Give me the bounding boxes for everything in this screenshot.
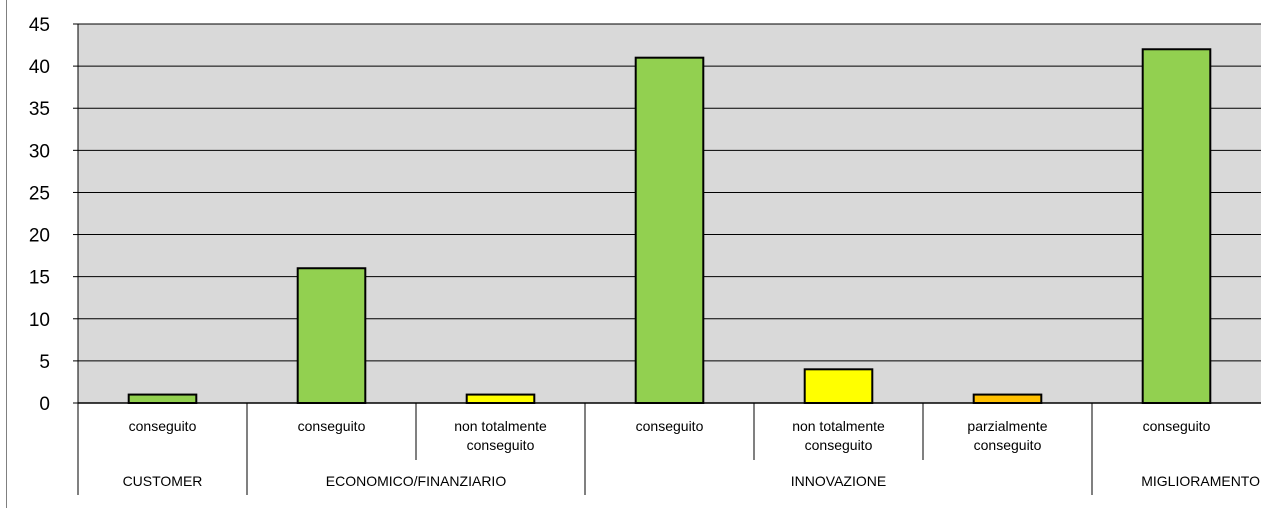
bars [127, 48, 1212, 405]
x-category-label-line: conseguito [298, 418, 366, 434]
x-group-labels: CUSTOMER ECONOMICO/FINANZIARIO INNOVAZIONE… [123, 473, 1261, 489]
x-category-label-line: conseguito [805, 437, 873, 453]
y-tick-label: 45 [29, 15, 50, 36]
axes [77, 24, 1261, 495]
x-category-label: conseguito [1143, 418, 1211, 434]
x-category-label-line: conseguito [974, 437, 1042, 453]
y-axis-ticks: 0 5 10 15 20 25 30 35 40 45 [29, 15, 78, 415]
x-category-label: conseguito [129, 418, 197, 434]
x-category-label: conseguito [636, 418, 704, 434]
x-category-label-line: conseguito [1143, 418, 1211, 434]
y-tick-label: 30 [29, 141, 50, 162]
bar-1 [127, 393, 198, 405]
x-category-label-line: parzialmente [967, 418, 1047, 434]
y-tick-label: 5 [39, 352, 50, 373]
x-category-label: conseguito [298, 418, 366, 434]
y-tick-label: 15 [29, 268, 50, 289]
x-category-label: non totalmente conseguito [454, 418, 547, 453]
bar-2 [296, 267, 367, 404]
x-category-label-line: conseguito [636, 418, 704, 434]
x-category-labels: conseguito conseguito non totalmente conseg… [129, 418, 1211, 453]
y-tick-label: 20 [29, 226, 50, 247]
x-group-label: CUSTOMER [123, 473, 203, 489]
bar-4 [634, 56, 705, 404]
y-tick-label: 0 [39, 394, 50, 415]
y-tick-label: 25 [29, 183, 50, 204]
bar-7 [1141, 48, 1212, 405]
bar-3 [465, 393, 536, 405]
x-group-label: ECONOMICO/FINANZIARIO [326, 473, 507, 489]
x-group-label: INNOVAZIONE [791, 473, 886, 489]
x-category-label: non totalmente conseguito [792, 418, 885, 453]
y-tick-label: 35 [29, 99, 50, 120]
y-tick-label: 10 [29, 310, 50, 331]
x-group-label: MIGLIORAMENTO [1141, 473, 1260, 489]
x-category-label-line: non totalmente [454, 418, 547, 434]
x-category-label: parzialmente conseguito [967, 418, 1047, 453]
bar-5 [803, 368, 874, 404]
y-tick-label: 40 [29, 57, 50, 78]
x-category-label-line: conseguito [467, 437, 535, 453]
x-category-label-line: conseguito [129, 418, 197, 434]
bar-6 [972, 393, 1043, 405]
x-category-label-line: non totalmente [792, 418, 885, 434]
